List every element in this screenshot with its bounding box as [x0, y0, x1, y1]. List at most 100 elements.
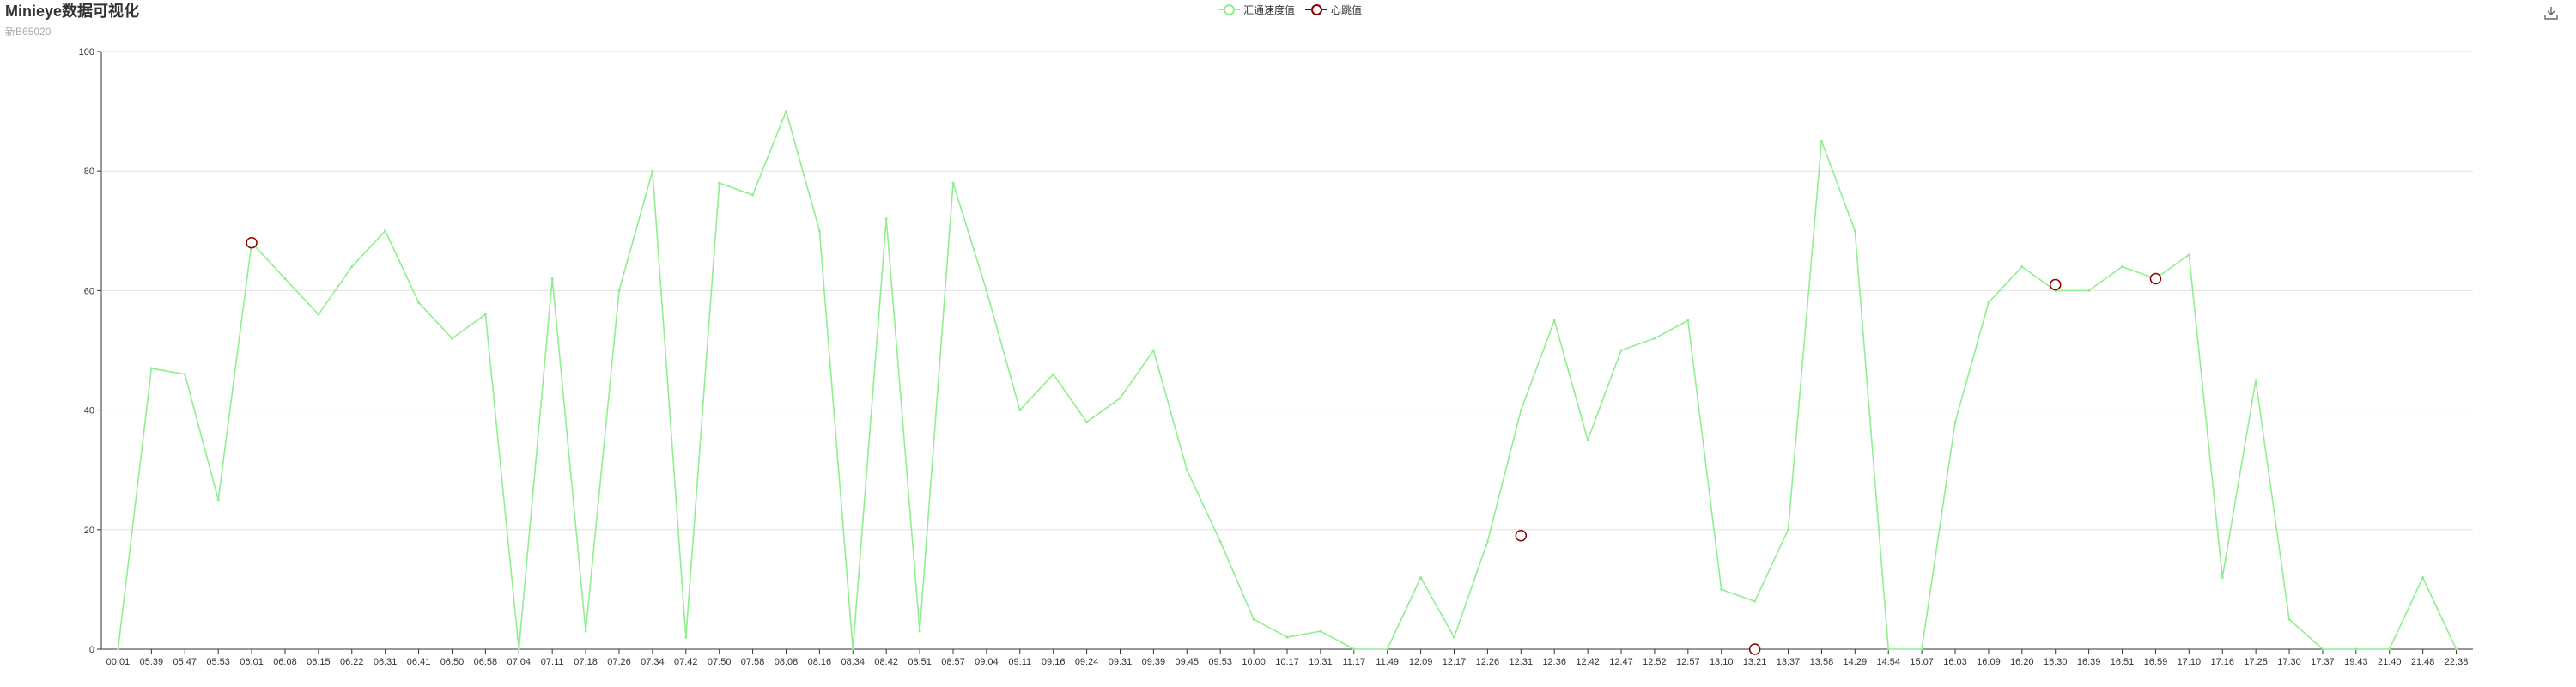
x-tick-label: 17:16: [2210, 657, 2234, 667]
x-tick-label: 09:24: [1075, 657, 1099, 667]
legend-item-heartbeat[interactable]: 心跳值: [1305, 3, 1362, 17]
speed-point: [2388, 647, 2391, 651]
speed-point: [1953, 421, 1957, 424]
x-tick-label: 15:07: [1910, 657, 1934, 667]
x-tick-label: 07:42: [674, 657, 698, 667]
x-tick-label: 08:51: [908, 657, 932, 667]
x-tick-label: 16:09: [1977, 657, 2001, 667]
speed-point: [1552, 319, 1556, 322]
x-tick-label: 07:26: [607, 657, 631, 667]
x-tick-label: 08:16: [808, 657, 832, 667]
speed-point: [384, 229, 387, 233]
x-tick-label: 07:11: [541, 657, 564, 667]
x-tick-label: 12:31: [1510, 657, 1534, 667]
x-tick-label: 21:48: [2411, 657, 2435, 667]
heartbeat-point: [2049, 278, 2062, 291]
x-tick-label: 07:58: [741, 657, 765, 667]
x-tick-label: 16:20: [2010, 657, 2034, 667]
chart-title: Minieye数据可视化: [5, 3, 140, 20]
speed-point: [1820, 139, 1823, 143]
save-as-image-icon[interactable]: [2543, 5, 2559, 21]
speed-point: [317, 313, 320, 316]
x-tick-label: 08:08: [775, 657, 799, 667]
speed-point: [817, 229, 821, 233]
chart-subtitle: 新B65020: [5, 26, 52, 38]
legend-item-speed[interactable]: 汇通速度值: [1218, 3, 1295, 17]
y-tick-label: 100: [79, 47, 94, 58]
speed-point: [2221, 575, 2224, 579]
speed-point: [183, 373, 186, 376]
x-tick-label: 17:10: [2178, 657, 2202, 667]
x-tick-label: 10:17: [1275, 657, 1299, 667]
x-tick-label: 16:51: [2111, 657, 2135, 667]
legend-label-heartbeat: 心跳值: [1331, 3, 1363, 16]
x-tick-label: 07:50: [708, 657, 732, 667]
x-tick-label: 06:01: [240, 657, 264, 667]
x-tick-label: 08:34: [841, 657, 866, 667]
speed-point: [584, 629, 587, 633]
speed-point: [1285, 635, 1289, 639]
x-tick-label: 14:29: [1844, 657, 1868, 667]
legend-heartbeat-icon: [1305, 3, 1328, 15]
speed-point: [1352, 647, 1356, 651]
x-tick-label: 16:39: [2077, 657, 2101, 667]
speed-point: [1453, 635, 1456, 639]
x-tick-label: 09:04: [975, 657, 999, 667]
heartbeat-point: [1515, 530, 1528, 542]
speed-point: [951, 181, 955, 185]
speed-point: [1653, 337, 1656, 340]
speed-point: [1118, 397, 1121, 400]
x-tick-label: 21:40: [2378, 657, 2402, 667]
speed-point: [350, 265, 354, 269]
x-tick-label: 09:11: [1008, 657, 1031, 667]
speed-point: [851, 647, 854, 651]
x-tick-label: 08:42: [874, 657, 898, 667]
speed-point: [1987, 301, 1990, 304]
x-tick-label: 17:37: [2311, 657, 2335, 667]
y-tick-label: 20: [84, 526, 94, 536]
x-tick-label: 06:31: [374, 657, 398, 667]
x-tick-label: 12:42: [1576, 657, 1600, 667]
x-tick-label: 07:04: [507, 657, 532, 667]
series-line-speed: [117, 110, 2458, 650]
speed-point: [884, 217, 888, 221]
x-tick-label: 13:10: [1710, 657, 1734, 667]
speed-point: [2287, 617, 2291, 621]
heartbeat-point: [246, 236, 258, 249]
speed-point: [1319, 629, 1322, 633]
speed-point: [1787, 528, 1790, 532]
x-tick-label: 13:37: [1777, 657, 1801, 667]
speed-point: [2187, 253, 2190, 257]
x-tick-label: 13:21: [1743, 657, 1767, 667]
speed-point: [2087, 289, 2091, 292]
x-tick-label: 17:25: [2244, 657, 2268, 667]
x-tick-label: 09:31: [1109, 657, 1133, 667]
speed-point: [1252, 617, 1255, 621]
x-tick-label: 12:26: [1476, 657, 1500, 667]
x-tick-label: 06:58: [474, 657, 498, 667]
x-tick-label: 07:34: [641, 657, 665, 667]
speed-point: [2121, 265, 2124, 269]
x-tick-label: 12:36: [1542, 657, 1566, 667]
x-tick-label: 06:08: [273, 657, 297, 667]
speed-point: [1753, 599, 1757, 603]
speed-point: [1419, 575, 1423, 579]
speed-point: [617, 289, 621, 292]
x-tick-label: 10:00: [1242, 657, 1266, 667]
x-tick-label: 05:47: [173, 657, 197, 667]
x-tick-label: 12:09: [1409, 657, 1433, 667]
heartbeat-point: [1748, 643, 1761, 655]
speed-point: [417, 301, 421, 304]
speed-point: [283, 277, 287, 280]
x-tick-label: 09:16: [1042, 657, 1066, 667]
speed-point: [1018, 409, 1022, 412]
legend-speed-icon: [1218, 3, 1240, 15]
speed-point: [2455, 647, 2458, 651]
x-tick-label: 06:41: [407, 657, 431, 667]
x-tick-label: 11:49: [1376, 657, 1399, 667]
speed-point: [450, 337, 453, 340]
speed-point: [751, 193, 755, 197]
x-tick-label: 09:53: [1208, 657, 1232, 667]
